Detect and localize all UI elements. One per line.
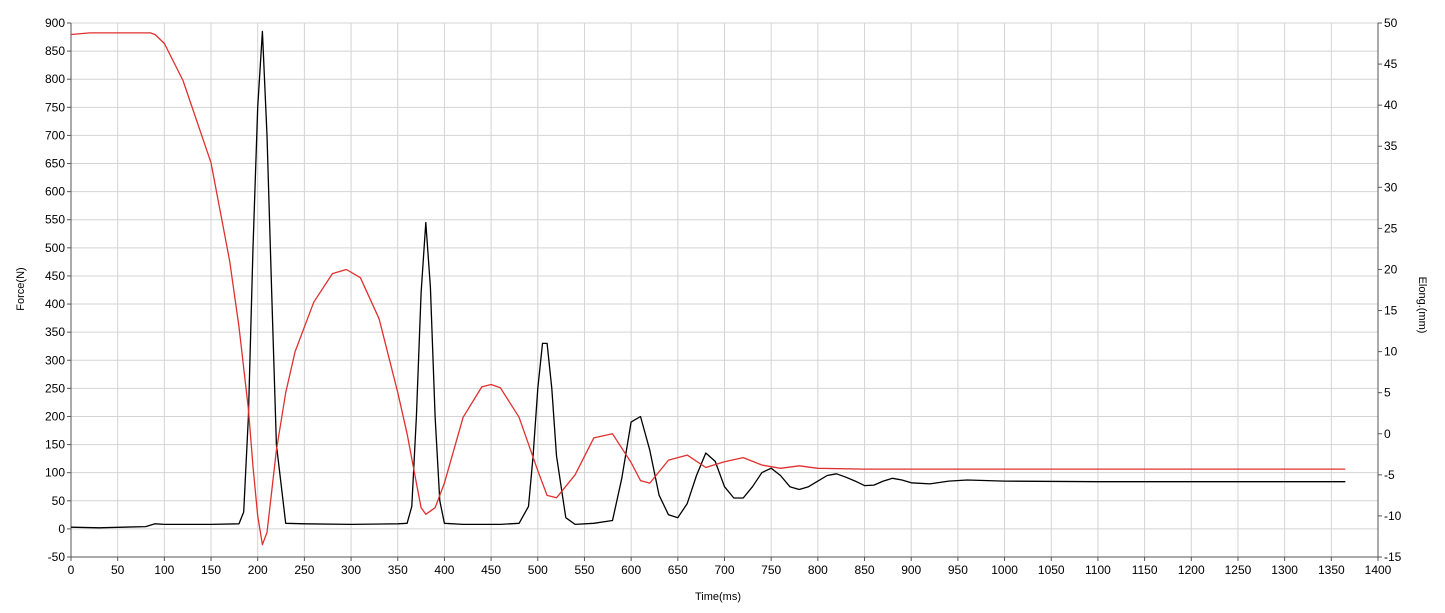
left-y-tick-label: 450: [45, 269, 65, 283]
x-tick-label: 900: [901, 563, 921, 577]
x-tick-label: 400: [434, 563, 454, 577]
x-tick-label: 350: [388, 563, 408, 577]
right-y-tick-label: -10: [1384, 509, 1402, 523]
left-y-tick-label: 50: [52, 494, 66, 508]
left-y-axis-label: Force(N): [15, 267, 27, 310]
right-y-tick-label: 25: [1384, 221, 1398, 235]
x-tick-label: 200: [248, 563, 268, 577]
right-y-tick-label: 35: [1384, 139, 1398, 153]
left-y-tick-label: 0: [58, 522, 65, 536]
right-y-tick-label: 40: [1384, 98, 1398, 112]
left-y-tick-label: 800: [45, 72, 65, 86]
left-y-tick-label: 300: [45, 353, 65, 367]
x-tick-label: 1350: [1318, 563, 1345, 577]
x-axis-label: Time(ms): [695, 591, 741, 603]
right-y-tick-label: 45: [1384, 57, 1398, 71]
x-tick-label: 1250: [1225, 563, 1252, 577]
force-series-line: [70, 30, 1346, 529]
left-y-tick-label: 100: [45, 466, 65, 480]
x-tick-label: 300: [341, 563, 361, 577]
grid: [70, 22, 1379, 558]
x-axis-ticks: 0 50 100 150 200 250 300 350 400 450 500 550 600 650 7…: [68, 557, 1392, 577]
x-tick-label: 850: [855, 563, 875, 577]
x-tick-label: 50: [111, 563, 125, 577]
left-y-tick-label: 900: [45, 16, 65, 30]
left-y-tick-label: 750: [45, 100, 65, 114]
x-tick-label: 1100: [1085, 563, 1111, 577]
left-y-tick-label: 350: [45, 325, 65, 339]
left-y-tick-label: 400: [45, 297, 65, 311]
x-tick-label: 1300: [1271, 563, 1298, 577]
left-y-axis-ticks: -50 0 50 100 150 200 250 300 350 400 450 500 550 600 6…: [45, 16, 71, 564]
x-tick-label: 150: [201, 563, 221, 577]
right-y-tick-label: 5: [1384, 386, 1391, 400]
right-y-axis-ticks: -15 -10 -5 0 5 10 15 20 25 30 35 40 45 50: [1378, 16, 1402, 564]
left-y-tick-label: 700: [45, 128, 65, 142]
x-tick-label: 700: [714, 563, 734, 577]
right-y-tick-label: 10: [1384, 345, 1398, 359]
x-tick-label: 800: [808, 563, 828, 577]
left-y-tick-label: -50: [48, 550, 66, 564]
left-y-tick-label: 600: [45, 185, 65, 199]
right-y-tick-label: 20: [1384, 262, 1398, 276]
x-tick-label: 0: [68, 563, 75, 577]
right-y-tick-label: -15: [1384, 550, 1402, 564]
left-y-tick-label: 200: [45, 409, 65, 423]
x-tick-label: 250: [294, 563, 314, 577]
left-y-tick-label: 650: [45, 157, 65, 171]
x-tick-label: 1150: [1132, 563, 1158, 577]
x-tick-label: 1400: [1365, 563, 1392, 577]
x-tick-label: 1050: [1038, 563, 1065, 577]
right-y-tick-label: 0: [1384, 427, 1391, 441]
x-tick-label: 500: [528, 563, 548, 577]
right-y-tick-label: 15: [1384, 304, 1398, 318]
elongation-series-line: [70, 32, 1346, 546]
left-y-tick-label: 850: [45, 44, 65, 58]
x-tick-label: 100: [154, 563, 174, 577]
x-tick-label: 1200: [1178, 563, 1205, 577]
x-tick-label: 650: [668, 563, 688, 577]
right-y-tick-label: 30: [1384, 180, 1398, 194]
x-tick-label: 600: [621, 563, 641, 577]
x-tick-label: 1000: [991, 563, 1018, 577]
series-lines: [70, 30, 1346, 546]
right-y-tick-label: 50: [1384, 16, 1398, 30]
x-tick-label: 950: [948, 563, 968, 577]
x-tick-label: 750: [761, 563, 781, 577]
right-y-tick-label: -5: [1384, 468, 1395, 482]
left-y-tick-label: 550: [45, 213, 65, 227]
x-tick-label: 450: [481, 563, 501, 577]
left-y-tick-label: 250: [45, 381, 65, 395]
x-tick-label: 550: [574, 563, 594, 577]
right-y-axis-label: Elong.(mm): [1416, 277, 1428, 334]
left-y-tick-label: 500: [45, 241, 65, 255]
left-y-tick-label: 150: [45, 438, 65, 452]
